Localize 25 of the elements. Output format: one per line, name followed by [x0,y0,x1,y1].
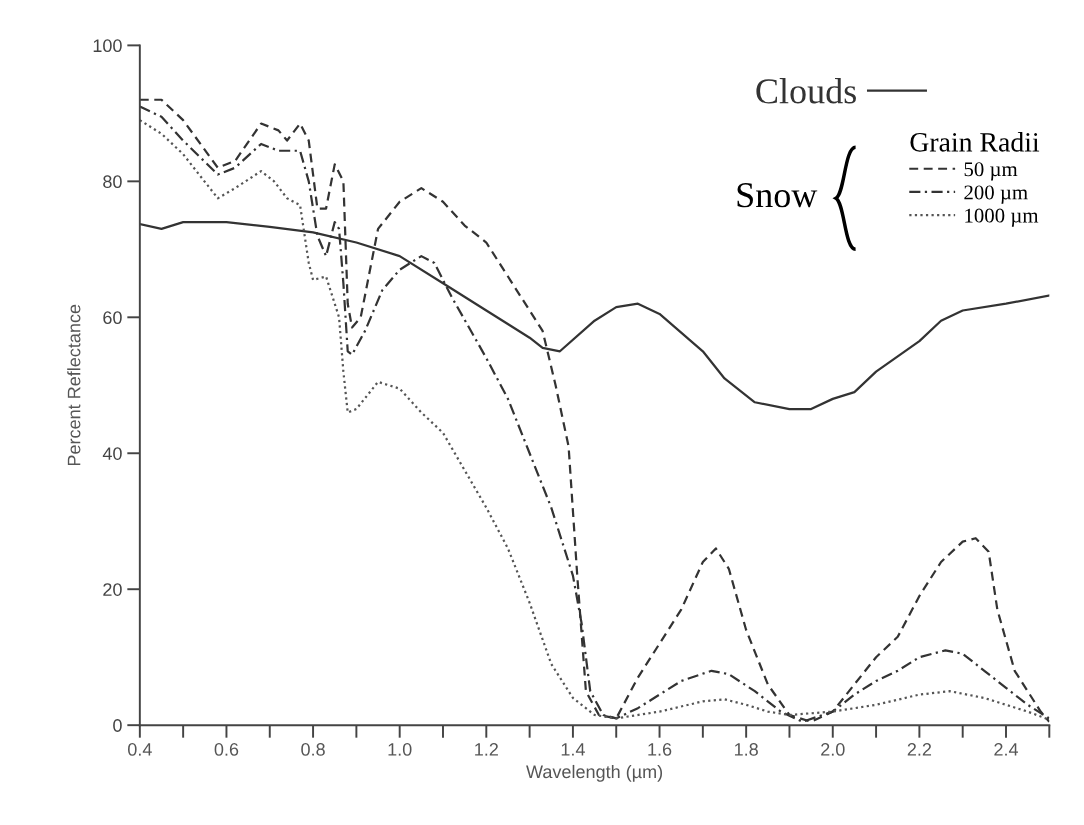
y-axis-title: Percent Reflectance [67,304,81,466]
annotation: Snow [737,183,818,208]
x-tick-label: 0.6 [214,743,239,756]
y-tick-label: 20 [103,583,122,596]
legend-title: Grain Radii [910,132,1040,152]
x-tick-label: 1.2 [475,743,498,756]
x-tick-label: 1.0 [388,743,412,756]
x-tick-label: 1.6 [648,743,672,756]
legend-label: 200 µm [964,185,1028,204]
y-tick-label: 0 [113,719,122,732]
x-tick-label: 0.8 [301,743,325,756]
x-tick-label: 0.4 [127,743,152,756]
y-tick-label: 80 [103,175,122,189]
x-tick-label: 2.4 [994,743,1019,756]
text: Clouds [756,78,856,104]
x-tick-label: 1.8 [734,743,758,756]
y-tick-label: 100 [93,39,122,53]
y-tick-label: 40 [102,447,122,460]
y-tick-label: 60 [103,311,122,325]
x-tick-label: 2.2 [907,743,932,756]
x-tick-label: 2.0 [821,743,845,756]
legend-label: 1000 µm [965,208,1039,227]
x-axis-title: Wavelength (µm) [526,764,663,782]
legend-label: 50 µm [964,162,1018,181]
x-tick-label: 1.4 [561,743,585,756]
